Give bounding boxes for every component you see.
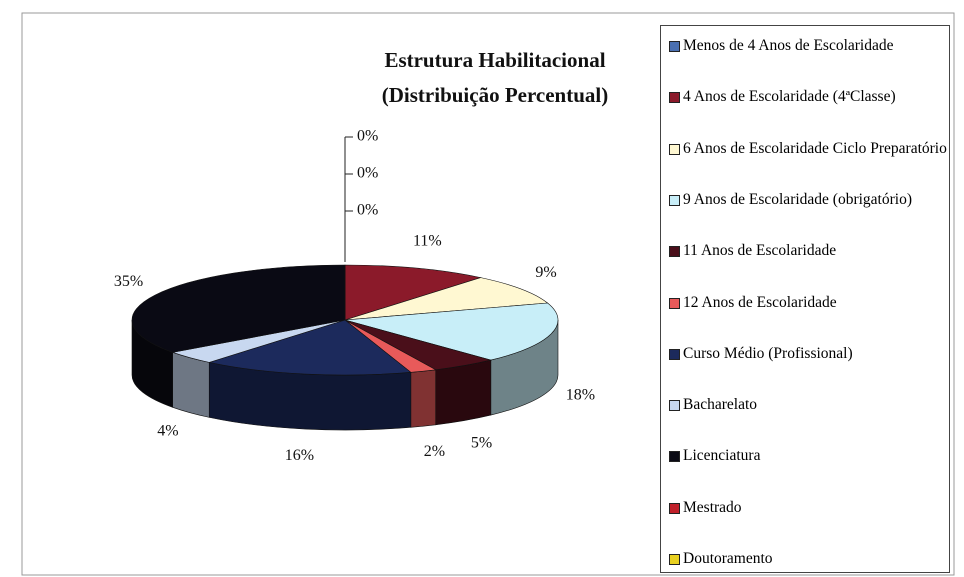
legend-item: 9 Anos de Escolaridade (obrigatório) [669, 190, 958, 209]
legend-item: Mestrado [669, 498, 958, 517]
slice [344, 302, 559, 361]
legend-item: Menos de 4 Anos de Escolaridade [669, 36, 958, 55]
legend-swatch [669, 348, 680, 360]
data-label: 0% [357, 165, 378, 182]
legend-swatch [669, 554, 680, 565]
legend-swatch [669, 451, 680, 463]
slice [344, 264, 482, 321]
legend-label: 12 Anos de Escolaridade [683, 293, 837, 311]
legend-item: Licenciatura [669, 446, 958, 465]
legend-label: Menos de 4 Anos de Escolaridade [683, 37, 894, 54]
legend-label: Doutoramento [683, 550, 773, 567]
legend-swatch [669, 246, 680, 258]
legend-label: 4 Anos de Escolaridade (4ªClasse) [683, 88, 896, 106]
legend-item: 11 Anos de Escolaridade [669, 241, 958, 260]
slice-side [435, 359, 492, 426]
legend-item: 12 Anos de Escolaridade [669, 293, 958, 312]
data-label: 2% [424, 443, 445, 460]
frame [21, 12, 955, 576]
legend-label: Mestrado [683, 498, 742, 516]
data-label: 4% [157, 422, 178, 439]
data-label: 5% [471, 434, 492, 451]
legend-swatch [669, 41, 680, 52]
legend-item: 4 Anos de Escolaridade (4ªClasse) [669, 87, 958, 106]
legend-label: 9 Anos de Escolaridade (obrigatório) [683, 190, 912, 208]
legend-item: Bacharelato [669, 395, 958, 414]
chart-title: Estrutura Habilitacional [384, 48, 605, 72]
legend: Menos de 4 Anos de Escolaridade 4 Anos de… [660, 25, 950, 573]
legend-label: 6 Anos de Escolaridade Ciclo Preparatóri… [683, 139, 947, 157]
data-label: 35% [114, 273, 143, 290]
data-label: 11% [413, 233, 442, 250]
data-label: 9% [535, 264, 556, 281]
legend-swatch [669, 502, 680, 514]
legend-item: 6 Anos de Escolaridade Ciclo Preparatóri… [669, 139, 958, 158]
data-label: 16% [285, 447, 314, 464]
legend-label: Bacharelato [683, 396, 758, 414]
legend-item: Curso Médio (Profissional) [669, 344, 958, 363]
legend-label: 11 Anos de Escolaridade [683, 242, 837, 260]
legend-swatch [669, 92, 680, 104]
data-label: 0% [357, 202, 378, 219]
data-label: 18% [566, 386, 595, 403]
legend-label: Curso Médio (Profissional) [683, 344, 853, 362]
slice [344, 277, 549, 321]
legend-swatch [669, 143, 680, 155]
slice [131, 264, 346, 353]
data-label: 0% [357, 128, 378, 145]
legend-item: Doutoramento [669, 549, 958, 568]
legend-label: Licenciatura [683, 447, 761, 465]
slice-side [410, 369, 436, 428]
legend-swatch [669, 400, 680, 412]
legend-swatch [669, 297, 680, 309]
slice [208, 319, 412, 376]
chart-title: (Distribuição Percentual) [382, 83, 609, 107]
slice-side [172, 351, 210, 418]
legend-swatch [669, 194, 680, 206]
